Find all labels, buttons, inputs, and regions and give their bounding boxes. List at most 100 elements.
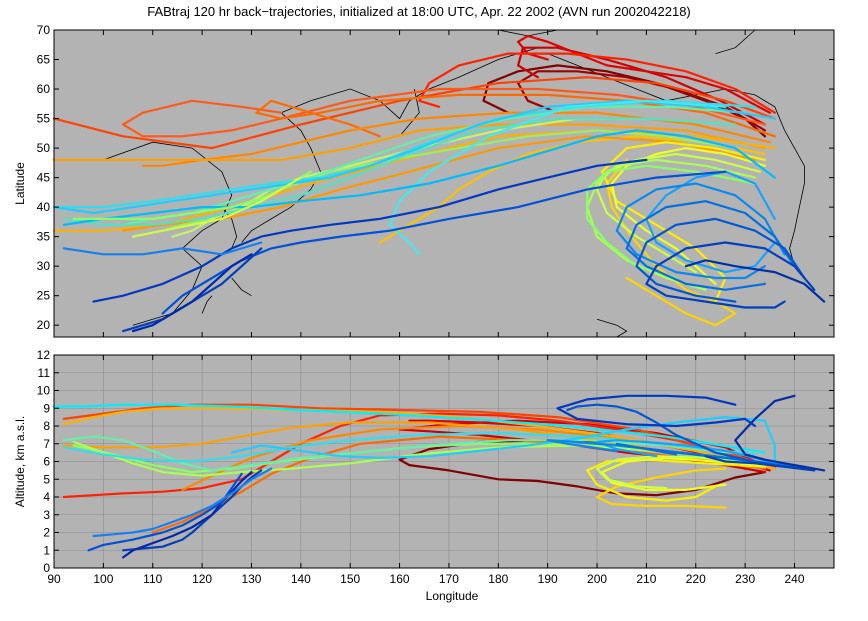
bottom-panel-x-axis-label: Longitude (426, 589, 479, 603)
trajectory-path (62, 241, 263, 256)
bottom-x-tick: 160 (390, 355, 410, 586)
tick-label: 40 (37, 200, 51, 214)
tick-label: 6 (43, 455, 50, 469)
altitude-trace (151, 435, 767, 534)
tick-label: 160 (390, 572, 410, 586)
bottom-x-tick: 190 (538, 355, 558, 586)
bottom-y-tick: 5 (43, 472, 834, 486)
altitude-trace (230, 416, 776, 461)
altitude-trace (704, 455, 816, 472)
coastline-segment (201, 295, 213, 314)
trajectory-path (161, 170, 727, 315)
tick-label: 11 (38, 366, 51, 380)
bottom-y-tick: 12 (37, 348, 834, 362)
tick-label: 90 (47, 572, 61, 586)
trajectory-path (161, 129, 737, 232)
trajectory-path (378, 135, 767, 244)
trajectory-path (635, 217, 806, 303)
bottom-y-tick: 8 (43, 419, 834, 433)
trajectory-path (62, 129, 776, 226)
bottom-y-tick: 10 (37, 384, 834, 398)
tick-label: 100 (93, 572, 113, 586)
bottom-x-tick: 180 (488, 355, 509, 586)
trajectory-path (131, 176, 302, 238)
coastline-segment (280, 47, 538, 120)
tick-label: 65 (37, 53, 51, 67)
bottom-y-tick: 9 (43, 401, 834, 415)
trajectory-path (52, 123, 767, 161)
tick-label: 50 (37, 141, 51, 155)
trajectory-path (610, 147, 767, 285)
top-y-tick: 40 (37, 200, 834, 214)
bottom-x-tick: 100 (93, 355, 114, 586)
bottom-x-tick: 110 (143, 355, 163, 586)
coastline-segment (784, 130, 805, 267)
tick-label: 55 (37, 112, 51, 126)
trajectory-path (52, 76, 776, 150)
altitude-trace (92, 467, 273, 538)
trajectory-path (52, 99, 776, 215)
altitude-trace (600, 456, 767, 491)
top-panel-trajectories (52, 34, 826, 333)
top-y-tick: 70 (37, 23, 834, 37)
tick-label: 7 (43, 437, 50, 451)
tick-label: 220 (686, 572, 706, 586)
top-y-tick: 30 (37, 259, 834, 273)
top-y-tick: 20 (37, 318, 834, 332)
top-y-tick: 50 (37, 141, 834, 155)
altitude-trace (62, 432, 757, 463)
bottom-x-tick: 90 (47, 355, 61, 586)
tick-label: 25 (37, 289, 51, 303)
bottom-x-tick: 170 (439, 355, 459, 586)
bottom-y-tick: 3 (43, 508, 834, 522)
tick-label: 9 (43, 401, 50, 415)
tick-label: 210 (636, 572, 656, 586)
bottom-x-tick: 220 (686, 355, 706, 586)
tick-label: 70 (37, 23, 51, 37)
chart-title: FABtraj 120 hr back−trajectories, initia… (147, 4, 691, 19)
coastline-segment (547, 53, 785, 131)
bottom-y-tick: 1 (43, 543, 834, 557)
top-panel-map: 20 25 30 35 40 45 50 55 60 65 70 Latitude (13, 23, 835, 338)
bottom-x-tick: 200 (587, 355, 607, 586)
bottom-y-tick: 6 (43, 455, 834, 469)
tick-label: 170 (439, 572, 459, 586)
trajectory-path (388, 99, 727, 256)
bottom-y-tick: 7 (43, 437, 834, 451)
bottom-x-tick: 130 (241, 355, 262, 586)
trajectory-path (62, 117, 737, 226)
altitude-trace (566, 403, 806, 470)
top-y-tick: 35 (37, 230, 834, 244)
tick-label: 60 (37, 82, 51, 96)
tick-label: 2 (43, 526, 50, 540)
coastline-segment (596, 318, 628, 338)
bottom-y-tick: 2 (43, 526, 834, 540)
altitude-trace (595, 439, 776, 465)
coastline-segment (715, 29, 756, 54)
bottom-x-tick: 230 (735, 355, 755, 586)
tick-label: 20 (37, 318, 51, 332)
altitude-trace (556, 394, 757, 428)
tick-label: 200 (587, 572, 607, 586)
top-y-tick: 45 (37, 171, 834, 185)
tick-label: 45 (37, 171, 51, 185)
altitude-trace (62, 403, 776, 468)
bottom-panel-y-axis-label: Altitude, km a.s.l. (13, 416, 27, 507)
tick-label: 30 (37, 259, 51, 273)
top-panel-x-axis-ticks (53, 30, 796, 337)
trajectory-path (615, 182, 786, 280)
bottom-y-tick: 4 (43, 490, 834, 504)
top-panel-frame (53, 29, 835, 338)
tick-label: 8 (43, 419, 50, 433)
top-y-tick: 25 (37, 289, 834, 303)
top-panel-background (54, 30, 834, 337)
altitude-trace (734, 394, 826, 472)
tick-label: 12 (37, 348, 51, 362)
tick-label: 35 (37, 230, 51, 244)
bottom-x-tick: 150 (340, 355, 361, 586)
bottom-x-tick: 140 (291, 355, 311, 586)
top-panel-y-axis-label: Latitude (13, 162, 27, 205)
tick-label: 1 (43, 543, 50, 557)
